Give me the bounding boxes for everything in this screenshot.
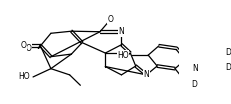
Text: N: N xyxy=(143,70,149,79)
Text: O: O xyxy=(20,41,26,50)
Text: D: D xyxy=(225,63,231,72)
Text: D: D xyxy=(225,48,231,56)
Text: HO: HO xyxy=(117,51,129,60)
Text: D: D xyxy=(192,80,198,89)
Text: N: N xyxy=(119,27,124,36)
Text: O: O xyxy=(108,15,114,24)
Text: N: N xyxy=(192,64,198,73)
Text: O: O xyxy=(25,44,31,53)
Text: HO: HO xyxy=(18,72,30,81)
